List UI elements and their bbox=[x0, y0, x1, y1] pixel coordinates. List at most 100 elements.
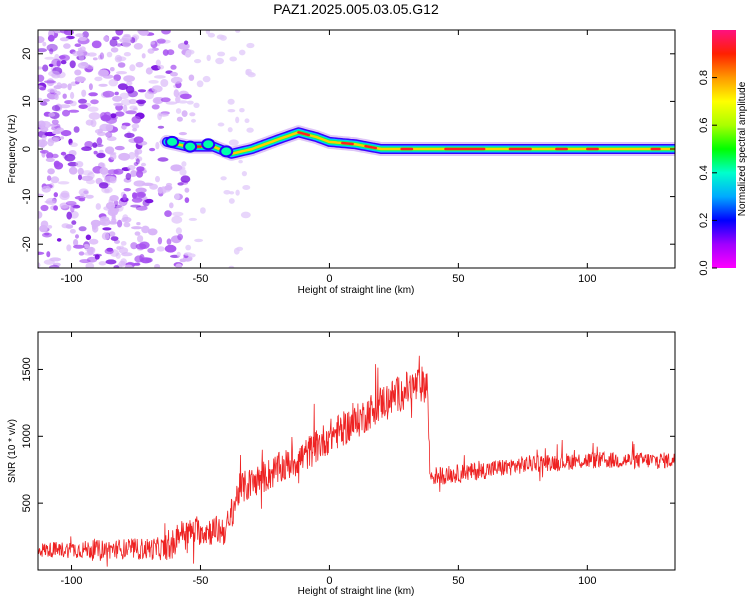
noise-blob bbox=[194, 59, 202, 64]
noise-blob bbox=[109, 38, 118, 47]
noise-blob bbox=[164, 210, 172, 218]
noise-blob bbox=[149, 183, 159, 190]
noise-blob bbox=[40, 204, 49, 212]
noise-blob bbox=[110, 113, 117, 119]
noise-blob bbox=[178, 132, 187, 136]
noise-blob bbox=[117, 62, 126, 68]
noise-blob bbox=[56, 238, 62, 242]
noise-blob bbox=[42, 41, 47, 47]
noise-blob bbox=[151, 104, 160, 110]
spectral-ridge-blob bbox=[165, 135, 180, 148]
noise-blob bbox=[188, 217, 198, 221]
noise-blob bbox=[77, 62, 89, 69]
noise-blob bbox=[184, 197, 190, 204]
bottom-x-axis-label: Height of straight line (km) bbox=[298, 586, 415, 597]
colorbar-tick-label: 0.4 bbox=[698, 165, 710, 180]
noise-blob bbox=[130, 170, 138, 177]
noise-blob bbox=[220, 176, 227, 181]
noise-blob bbox=[78, 188, 90, 196]
noise-blob bbox=[63, 43, 71, 49]
noise-blob bbox=[189, 112, 196, 117]
noise-blob bbox=[102, 90, 115, 98]
noise-blob bbox=[73, 126, 80, 133]
noise-blob bbox=[38, 74, 45, 82]
noise-blob bbox=[96, 152, 106, 159]
noise-blob bbox=[69, 100, 77, 107]
noise-blob bbox=[148, 80, 159, 84]
noise-blob bbox=[127, 90, 138, 98]
snr-line bbox=[38, 355, 675, 567]
noise-blob bbox=[78, 174, 82, 181]
noise-blob bbox=[90, 219, 101, 227]
noise-blob bbox=[39, 224, 48, 233]
noise-blob bbox=[66, 244, 72, 252]
spectral-ridge-peak bbox=[364, 144, 378, 150]
noise-blob bbox=[81, 89, 87, 98]
noise-blob bbox=[126, 81, 133, 86]
chart-title: PAZ1.2025.005.03.05.G12 bbox=[273, 1, 439, 17]
noise-blob bbox=[137, 191, 147, 198]
noise-blob bbox=[78, 197, 86, 202]
noise-blob bbox=[103, 36, 109, 42]
noise-blob bbox=[104, 188, 110, 193]
noise-blob bbox=[103, 206, 113, 211]
noise-blob bbox=[85, 194, 94, 199]
noise-blob bbox=[115, 111, 125, 117]
noise-blob bbox=[131, 116, 141, 124]
noise-blob bbox=[186, 100, 194, 105]
noise-blob bbox=[170, 71, 178, 77]
noise-blob bbox=[246, 42, 255, 49]
noise-blob bbox=[125, 110, 137, 115]
noise-blob bbox=[81, 146, 92, 151]
noise-blob bbox=[185, 49, 195, 55]
top-y-tick-label: 20 bbox=[21, 48, 33, 60]
bottom-x-tick-label: 0 bbox=[326, 575, 332, 587]
noise-blob bbox=[116, 203, 124, 212]
noise-blob bbox=[153, 75, 166, 79]
noise-blob bbox=[93, 150, 98, 155]
noise-blob bbox=[117, 219, 123, 228]
noise-blob bbox=[150, 41, 156, 45]
noise-blob bbox=[38, 97, 43, 102]
noise-blob bbox=[113, 168, 124, 175]
noise-blob bbox=[78, 104, 88, 109]
noise-blob bbox=[124, 264, 133, 268]
noise-blob bbox=[56, 127, 64, 133]
noise-blob bbox=[88, 92, 98, 97]
noise-blob bbox=[241, 171, 247, 177]
noise-blob bbox=[58, 104, 71, 109]
noise-blob bbox=[149, 147, 156, 152]
noise-blob bbox=[74, 69, 82, 76]
noise-blob bbox=[113, 265, 120, 268]
spectral-ridge-blob bbox=[219, 145, 234, 158]
noise-blob bbox=[119, 92, 130, 100]
noise-blob bbox=[43, 80, 56, 84]
bottom-x-tick-label: -50 bbox=[193, 575, 209, 587]
colorbar-tick-label: 0.2 bbox=[698, 213, 710, 228]
noise-blob bbox=[66, 211, 72, 220]
noise-blob bbox=[156, 38, 166, 44]
noise-blob bbox=[245, 69, 250, 76]
noise-blob bbox=[227, 109, 236, 113]
noise-blob bbox=[103, 111, 111, 118]
noise-blob bbox=[54, 162, 64, 170]
noise-blob bbox=[46, 175, 52, 181]
noise-blob bbox=[127, 165, 136, 171]
noise-blob bbox=[156, 246, 165, 252]
noise-blob bbox=[99, 149, 104, 153]
noise-blob bbox=[140, 257, 152, 264]
noise-blob bbox=[39, 86, 46, 91]
noise-blob bbox=[50, 176, 60, 184]
noise-blob bbox=[191, 118, 196, 123]
noise-blob bbox=[147, 228, 158, 236]
noise-blob bbox=[137, 100, 145, 107]
top-x-tick-label: 0 bbox=[326, 273, 332, 285]
noise-blob bbox=[64, 153, 76, 162]
noise-blob bbox=[78, 251, 85, 256]
noise-blob bbox=[123, 222, 131, 228]
noise-blob bbox=[45, 197, 57, 206]
noise-blob bbox=[109, 67, 115, 72]
noise-blob bbox=[54, 94, 59, 100]
noise-blob bbox=[60, 130, 72, 137]
noise-blob bbox=[51, 105, 61, 112]
